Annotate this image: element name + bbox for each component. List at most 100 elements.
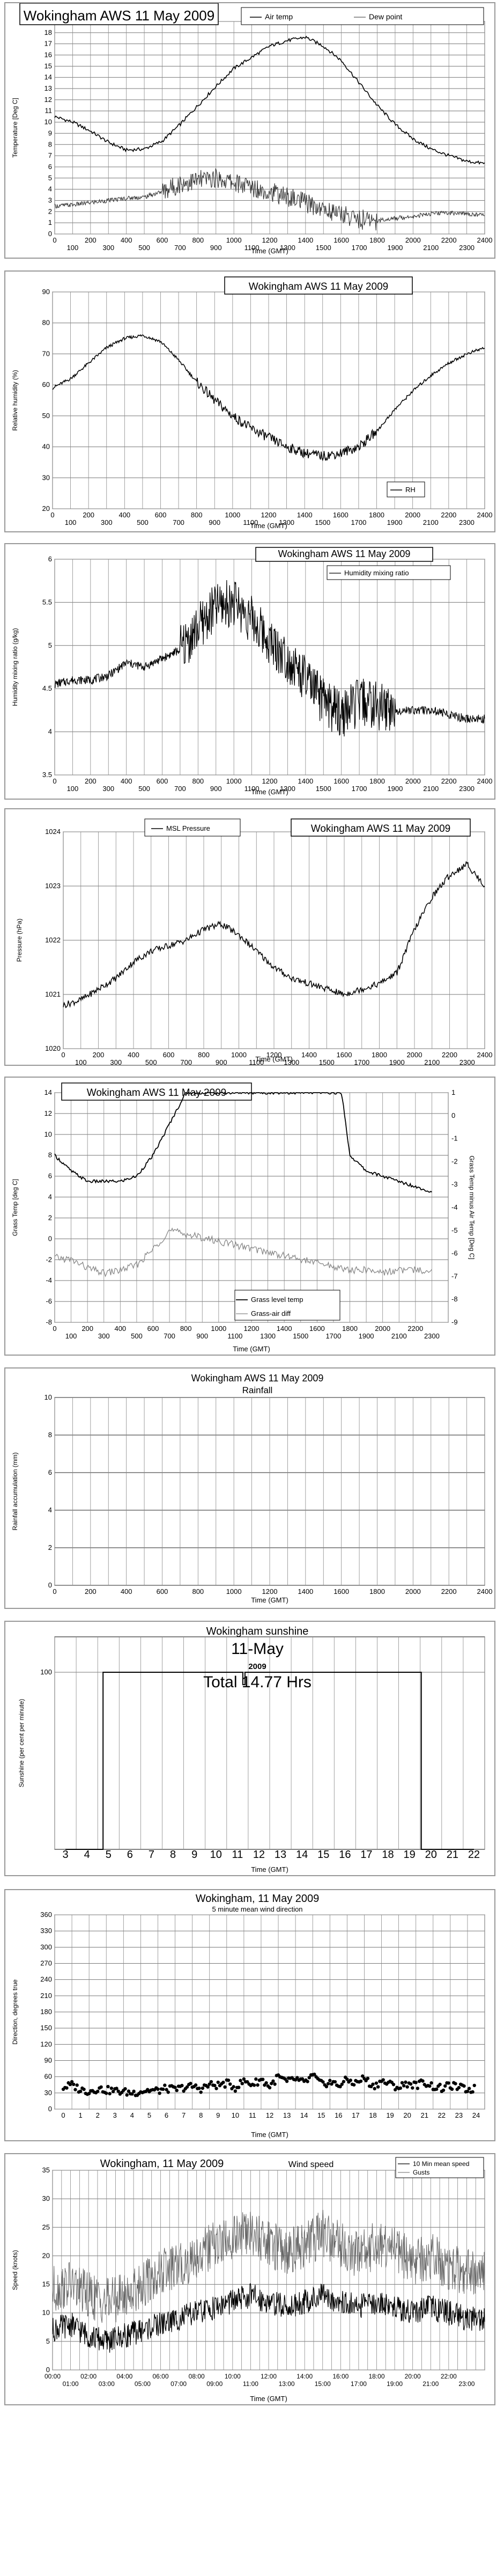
scatter-point (158, 2091, 161, 2095)
x-tick-label: 200 (85, 236, 97, 244)
x-tick-label: 100 (65, 518, 77, 526)
y-tick-label: 60 (42, 380, 50, 389)
chart-panel-temperature: 0123456789101112131415161718190200400600… (4, 2, 495, 259)
y-tick-label: 210 (40, 1992, 52, 2000)
y-tick-label: 10 (45, 1393, 52, 1401)
x-tick-label: 600 (157, 236, 168, 244)
scatter-point (409, 2082, 413, 2086)
x-tick-label: 1300 (260, 1332, 276, 1340)
scatter-point (371, 2082, 375, 2086)
x-tick-label: 1100 (244, 244, 260, 252)
x-tick-label: 1000 (226, 236, 242, 244)
y-tick-label: 2 (48, 207, 52, 215)
y-tick-label: 40 (42, 443, 50, 451)
y2-tick-label: -6 (451, 1249, 458, 1257)
scatter-point (194, 2083, 198, 2087)
x-axis-label: Time (GMT) (233, 1345, 270, 1353)
x-tick-label: 1800 (372, 1051, 387, 1059)
scatter-point (163, 2083, 167, 2087)
y-tick-label: 16 (45, 51, 52, 59)
x-tick-label: 1500 (316, 244, 331, 252)
scatter-point (223, 2085, 227, 2089)
scatter-point (209, 2080, 213, 2084)
x-tick-label: 800 (198, 1051, 210, 1059)
x-tick-label: 1800 (369, 777, 385, 785)
x-tick-label: 100 (67, 785, 79, 793)
y-tick-label: 3.5 (42, 771, 52, 779)
x-tick-label: 1800 (342, 1324, 358, 1333)
y2-tick-label: -5 (451, 1226, 458, 1234)
x-tick-label: 1200 (262, 1587, 278, 1596)
chart-panel-humidity: 20 30 40 50 60 70 80 90 0 200 400 600 800 1000 1200 140… (4, 270, 495, 532)
x-tick-label: 20 (425, 1849, 437, 1861)
y-tick-label: 90 (42, 288, 50, 296)
x-tick-label: 0 (53, 1587, 56, 1596)
x-axis-label: Time (GMT) (251, 788, 288, 796)
scatter-point (78, 2089, 83, 2094)
series-line-1 (52, 2209, 485, 2323)
chart-panel-wind-speed: 0 5 10 15 20 25 30 35 00:00 02:00 04:00 06:00 08:00 1… (4, 2153, 495, 2405)
x-tick-label: 2300 (459, 244, 475, 252)
scatter-point (199, 2090, 203, 2094)
legend-box (395, 2157, 484, 2178)
scatter-point (352, 2083, 356, 2087)
y-tick-label: 50 (42, 412, 50, 420)
x-tick-label: 500 (137, 518, 149, 526)
chart-subtitle: 11-May (231, 1640, 284, 1658)
scatter-point (201, 2086, 205, 2090)
x-tick-label: 13:00 (279, 2380, 295, 2388)
scatter-point (166, 2090, 170, 2094)
x-tick-label: 2300 (459, 785, 475, 793)
x-tick-label: 14 (296, 1849, 308, 1861)
series-line-0 (52, 2283, 485, 2353)
x-tick-label: 1300 (279, 518, 294, 526)
scatter-point (391, 2082, 396, 2087)
chart-panel-rainfall: 0 2 4 6 8 10 0 200 400 600 800 1000 1200 1400 1600 1800… (4, 1367, 495, 1609)
x-tick-label: 8 (170, 1849, 176, 1861)
x-tick-label: 900 (196, 1332, 208, 1340)
scatter-point (99, 2085, 103, 2089)
x-tick-label: 0 (53, 236, 56, 244)
scatter-point (345, 2077, 349, 2081)
scatter-point (214, 2087, 218, 2090)
x-tick-label: 2000 (407, 1051, 423, 1059)
y-tick-label: 35 (42, 2166, 50, 2174)
scatter-point (462, 2084, 466, 2088)
scatter-point (207, 2082, 211, 2086)
scatter-point (68, 2082, 72, 2087)
scatter-point (173, 2085, 177, 2089)
y-axis-label: Temperature [Deg C] (11, 98, 19, 157)
x-tick-label: 200 (85, 777, 97, 785)
x-tick-label: 3 (113, 2111, 117, 2119)
x-tick-label: 6 (165, 2111, 168, 2119)
y-tick-label: 15 (45, 62, 52, 70)
chart-title: Wokingham AWS 11 May 2009 (87, 1087, 227, 1099)
legend-label: Grass-air diff (251, 1309, 291, 1318)
scatter-point (264, 2081, 268, 2085)
x-tick-label: 1700 (354, 1058, 369, 1065)
x-tick-label: 1900 (387, 244, 403, 252)
scatter-point (438, 2082, 442, 2087)
scatter-point (65, 2086, 69, 2090)
x-tick-label: 0 (50, 511, 54, 519)
scatter-point (428, 2084, 432, 2088)
chart-panel-grass-temp: -8 -6 -4 -2 0 2 4 6 8 10 12 14 -9 -8 -7 -6 -5 -4 -3 -2 -1 0 1 0… (4, 1077, 495, 1356)
legend-label: Gusts (413, 2169, 429, 2176)
y-tick-label: 8 (48, 140, 52, 148)
legend-label: MSL Pressure (166, 824, 210, 832)
y-tick-label: 90 (45, 2057, 52, 2065)
chart-title: Wokingham AWS 11 May 2009 (24, 8, 214, 24)
legend-label: Humidity mixing ratio (344, 569, 409, 577)
legend-label: Grass level temp (251, 1296, 303, 1304)
x-tick-label: 2200 (441, 777, 457, 785)
x-axis-label: Time (GMT) (251, 2131, 288, 2139)
x-tick-label: 400 (118, 511, 130, 519)
scatter-point (400, 2081, 404, 2085)
x-tick-label: 20:00 (405, 2373, 421, 2380)
x-tick-label: 1 (79, 2111, 83, 2119)
scatter-point (342, 2080, 346, 2083)
y-tick-label: 25 (42, 2223, 50, 2231)
chart-title: Wokingham sunshine (206, 1626, 309, 1637)
y-tick-label: 6 (48, 163, 52, 171)
scatter-point (434, 2087, 439, 2091)
